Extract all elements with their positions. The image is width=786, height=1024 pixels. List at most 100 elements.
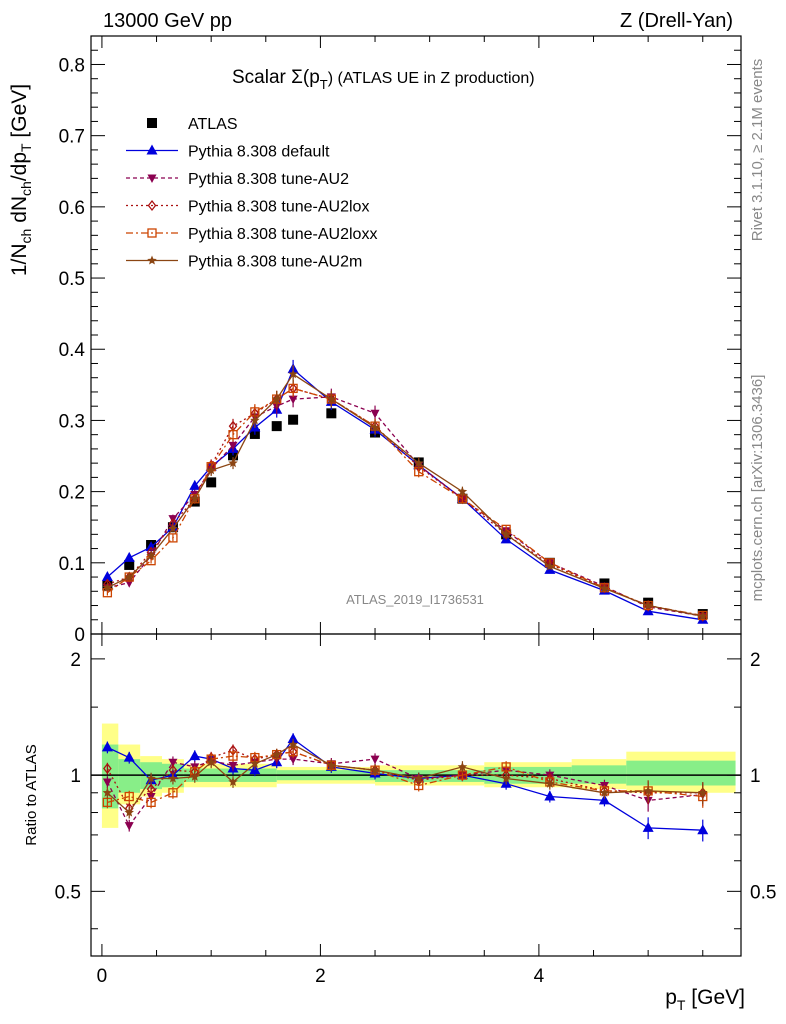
legend-label-pythia-8-308-tune-au2m: Pythia 8.308 tune-AU2m [188,254,362,271]
ratio-y-axis-label: Ratio to ATLAS [23,744,40,845]
point-pythia-8-308-tune-au2m-1 [124,572,134,582]
ratio-point-pythia-8-308-tune-au2-1 [124,822,134,831]
point-pythia-8-308-default-1 [123,551,135,562]
ratio-point-pythia-8-308-tune-au2m-15 [545,778,555,788]
point-pythia-8-308-tune-au2m-9 [288,369,298,379]
legend-marker-pythia-8-308-tune-au2lox [147,199,157,212]
ratio-point-pythia-8-308-default-4 [189,750,201,761]
ratio-y-tick-label-right-2: 2 [750,650,761,671]
ratio-point-pythia-8-308-default-18 [697,824,709,835]
x-tick-label-2: 2 [315,966,326,987]
legend-label-atlas: ATLAS [188,116,238,133]
point-atlas-1 [124,559,135,570]
ratio-point-pythia-8-308-tune-au2m-2 [146,773,156,783]
ratio-y-tick-label-right-0.5: 0.5 [750,882,776,903]
point-pythia-8-308-tune-au2loxx-9 [288,383,298,394]
point-pythia-8-308-tune-au2m-7 [250,415,260,425]
ratio-y-tick-label-right-1: 1 [750,766,761,787]
ratio-point-pythia-8-308-tune-au2-6 [228,761,238,771]
legend-label-pythia-8-308-tune-au2: Pythia 8.308 tune-AU2 [188,171,349,188]
point-pythia-8-308-tune-au2m-13 [457,486,468,496]
ratio-point-pythia-8-308-tune-au2m-7 [250,758,260,768]
point-pythia-8-308-tune-au2m-12 [414,458,424,468]
ratio-point-pythia-8-308-tune-au2loxx-3 [168,788,178,798]
series-pythia-8-308-tune-au2m [102,365,708,621]
main-y-tick-label-0: 0 [74,625,85,646]
main-y-tick-label-0.8: 0.8 [59,55,85,76]
ratio-band-green-1 [118,759,141,793]
point-pythia-8-308-tune-au2-6 [228,441,238,451]
header-energy-label: 13000 GeV pp [103,10,232,32]
mcplots-label: mcplots.cern.ch [arXiv:1306.3436] [749,375,766,602]
ratio-point-pythia-8-308-default-9 [287,733,299,744]
ratio-series-group [101,733,709,842]
point-pythia-8-308-tune-au2m-4 [190,493,200,503]
header-process-label: Z (Drell-Yan) [620,10,733,32]
main-y-tick-label-0.5: 0.5 [59,269,85,290]
x-axis-label: pT [GeV] [665,986,745,1013]
ratio-y-tick-label-left-2: 2 [70,650,81,671]
main-y-tick-label-0.7: 0.7 [59,127,85,148]
ratio-point-pythia-8-308-tune-au2m-18 [698,787,708,797]
x-tick-label-4: 4 [534,966,545,987]
ratio-point-pythia-8-308-tune-au2m-4 [190,771,200,781]
point-pythia-8-308-tune-au2m-14 [501,529,511,539]
legend: ATLAS Pythia 8.308 default Pythia 8.308 tu… [126,116,377,271]
legend-marker-pythia-8-308-tune-au2 [147,174,157,183]
main-y-tick-label-0.2: 0.2 [59,483,85,504]
ratio-point-pythia-8-308-tune-au2lox-2 [146,783,156,795]
ratio-series-pythia-8-308-tune-au2m [102,738,708,819]
ratio-point-pythia-8-308-tune-au2m-5 [206,757,216,767]
point-pythia-8-308-default-4 [189,479,201,490]
ratio-point-pythia-8-308-tune-au2loxx-1 [124,791,134,802]
ratio-point-pythia-8-308-tune-au2-11 [370,755,380,765]
point-pythia-8-308-tune-au2m-0 [102,582,113,592]
ratio-panel-frame [90,633,742,957]
ratio-y-tick-label-left-0.5: 0.5 [55,882,81,903]
ratio-y-tick-label-left-1: 1 [70,766,81,787]
main-y-axis-label: 1/Nch dNch/dpT [GeV] [8,84,34,276]
point-pythia-8-308-default-0 [101,571,113,582]
ratio-point-pythia-8-308-default-17 [642,821,654,832]
point-pythia-8-308-tune-au2m-17 [643,600,653,610]
point-pythia-8-308-tune-au2m-5 [206,465,216,475]
ratio-point-pythia-8-308-tune-au2m-14 [501,773,511,783]
ratio-point-pythia-8-308-tune-au2m-8 [272,749,282,759]
point-atlas-8 [271,421,282,432]
ratio-point-pythia-8-308-tune-au2loxx-2 [146,797,156,808]
legend-marker-pythia-8-308-tune-au2loxx [147,228,157,238]
legend-label-pythia-8-308-tune-au2lox: Pythia 8.308 tune-AU2lox [188,199,369,216]
legend-marker-pythia-8-308-default [146,144,158,155]
point-pythia-8-308-tune-au2m-11 [370,422,380,432]
ratio-band-green-9 [626,760,736,786]
ratio-point-pythia-8-308-tune-au2m-9 [288,739,298,749]
ratio-point-pythia-8-308-tune-au2-3 [168,758,178,768]
rivet-version-label: Rivet 3.1.10, ≥ 2.1M events [749,59,766,242]
point-pythia-8-308-tune-au2loxx-6 [228,430,238,440]
series-atlas [102,408,708,620]
point-pythia-8-308-tune-au2m-2 [146,550,156,560]
ratio-point-pythia-8-308-default-16 [598,794,610,805]
ratio-point-pythia-8-308-tune-au2m-17 [643,785,653,795]
point-atlas-9 [288,414,299,425]
main-y-tick-label-0.3: 0.3 [59,411,85,432]
point-pythia-8-308-tune-au2-11 [370,409,380,419]
point-pythia-8-308-tune-au2m-6 [228,458,238,468]
ratio-point-pythia-8-308-tune-au2loxx-14 [501,762,511,772]
series-line-pythia-8-308-tune-au2m [107,373,703,617]
ratio-point-pythia-8-308-tune-au2m-10 [326,760,337,770]
point-pythia-8-308-tune-au2m-15 [545,561,555,571]
main-y-tick-label-0.4: 0.4 [59,340,86,361]
ratio-point-pythia-8-308-tune-au2lox-0 [103,762,112,775]
main-y-tick-label-0.6: 0.6 [59,198,85,219]
x-tick-label-0: 0 [97,966,108,987]
point-pythia-8-308-tune-au2loxx-3 [168,533,178,543]
legend-label-pythia-8-308-default: Pythia 8.308 default [188,144,330,161]
ratio-point-pythia-8-308-tune-au2m-13 [457,761,468,771]
point-pythia-8-308-tune-au2m-10 [326,394,337,404]
legend-marker-pythia-8-308-tune-au2m [147,255,157,265]
point-atlas-5 [206,477,217,488]
ratio-point-pythia-8-308-tune-au2m-16 [599,787,610,797]
ratio-point-pythia-8-308-tune-au2m-6 [228,777,238,786]
